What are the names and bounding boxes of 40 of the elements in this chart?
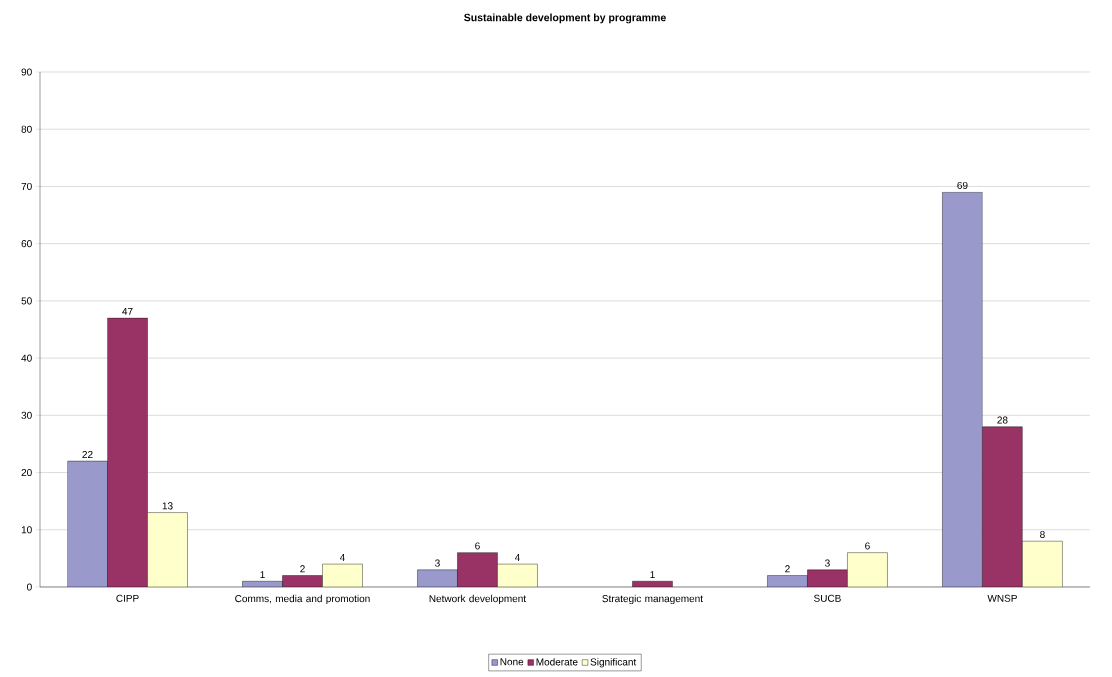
data-label: 28 <box>997 416 1008 424</box>
y-tick-label: 10 <box>21 526 32 534</box>
legend-label: None <box>500 658 524 666</box>
y-tick-label: 20 <box>21 469 32 477</box>
data-label: 1 <box>260 571 265 579</box>
chart-title: Sustainable development by programme <box>464 13 666 24</box>
bar <box>457 552 498 587</box>
x-tick-label: CIPP <box>116 594 139 602</box>
y-tick-label: 80 <box>21 125 32 133</box>
bar <box>982 426 1023 587</box>
y-tick-label: 90 <box>21 68 32 76</box>
legend-label: Moderate <box>536 658 578 666</box>
data-label: 3 <box>825 559 830 567</box>
data-label: 69 <box>957 181 968 189</box>
data-label: 4 <box>339 554 345 561</box>
y-tick-label: 0 <box>27 583 32 591</box>
data-label: 13 <box>162 502 173 510</box>
y-tick-label: 40 <box>21 354 32 362</box>
x-tick-label: Network development <box>429 594 527 605</box>
y-tick-label: 50 <box>21 297 32 305</box>
x-tick-label: SUCB <box>814 594 841 602</box>
x-tick-label: WNSP <box>987 594 1017 602</box>
data-label: 6 <box>865 542 870 550</box>
y-tick-label: 70 <box>21 182 32 190</box>
data-label: 8 <box>1040 530 1045 539</box>
x-tick-label: Strategic management <box>602 594 703 605</box>
data-label: 4 <box>514 554 520 561</box>
data-label: 3 <box>435 559 440 567</box>
data-label: 2 <box>300 565 305 573</box>
legend-label: Significant <box>590 658 637 668</box>
data-label: 6 <box>475 542 480 550</box>
x-tick-label: Comms, media and promotion <box>235 594 370 605</box>
data-label: 1 <box>650 571 655 579</box>
data-label: 47 <box>122 307 133 315</box>
bar <box>107 318 148 587</box>
data-label: 2 <box>785 565 790 573</box>
y-tick-label: 60 <box>21 240 32 248</box>
data-label: 22 <box>82 450 93 458</box>
y-tick-label: 30 <box>21 411 32 419</box>
bar <box>807 569 848 587</box>
